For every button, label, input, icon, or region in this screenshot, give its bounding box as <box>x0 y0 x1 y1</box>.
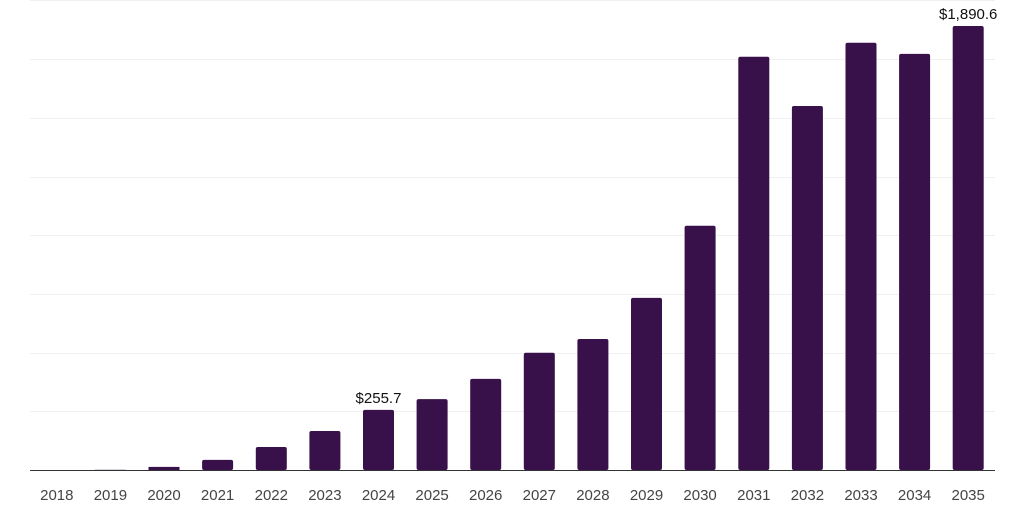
bar-2026[interactable] <box>470 378 502 470</box>
x-tick-label: 2026 <box>469 487 502 504</box>
bar-2020[interactable] <box>148 466 180 470</box>
x-tick-label: 2033 <box>844 487 877 504</box>
bar-2031[interactable] <box>738 56 770 470</box>
x-tick-label: 2023 <box>308 487 341 504</box>
bar-2025[interactable] <box>416 399 448 470</box>
x-tick-label: 2032 <box>791 487 824 504</box>
x-tick-label: 2035 <box>952 487 985 504</box>
bar-2029[interactable] <box>631 297 662 470</box>
bar-2027[interactable] <box>523 352 555 470</box>
data-label: $1,890.6 <box>939 6 997 23</box>
data-label: $255.7 <box>356 390 402 407</box>
bar-2024[interactable] <box>363 409 394 470</box>
x-tick-label: 2027 <box>523 487 556 504</box>
bar-2021[interactable] <box>202 459 234 470</box>
bar-2023[interactable] <box>309 431 341 470</box>
bar-2034[interactable] <box>899 53 931 471</box>
x-tick-label: 2022 <box>255 487 288 504</box>
x-tick-label: 2025 <box>415 487 448 504</box>
x-tick-label: 2030 <box>683 487 716 504</box>
bars <box>94 26 984 471</box>
x-tick-label: 2018 <box>40 487 73 504</box>
x-tick-label: 2020 <box>147 487 180 504</box>
x-tick-label: 2021 <box>201 487 234 504</box>
data-labels: $255.7 $1,890.6 <box>356 6 998 407</box>
gridlines <box>30 0 995 412</box>
x-tick-label: 2028 <box>576 487 609 504</box>
x-tick-labels: 2018 2019 2020 2021 2022 2023 2024 2025 2026 2027… <box>40 487 985 504</box>
bar-2035[interactable] <box>952 26 984 470</box>
bar-2030[interactable] <box>684 225 716 470</box>
bar-2028[interactable] <box>577 339 609 470</box>
x-tick-label: 2019 <box>94 487 127 504</box>
x-tick-label: 2024 <box>362 487 395 504</box>
bar-2033[interactable] <box>845 42 877 471</box>
bar-2032[interactable] <box>791 106 823 470</box>
x-tick-label: 2029 <box>630 487 663 504</box>
x-tick-label: 2031 <box>737 487 770 504</box>
x-tick-label: 2034 <box>898 487 931 504</box>
bar-2022[interactable] <box>255 447 287 470</box>
